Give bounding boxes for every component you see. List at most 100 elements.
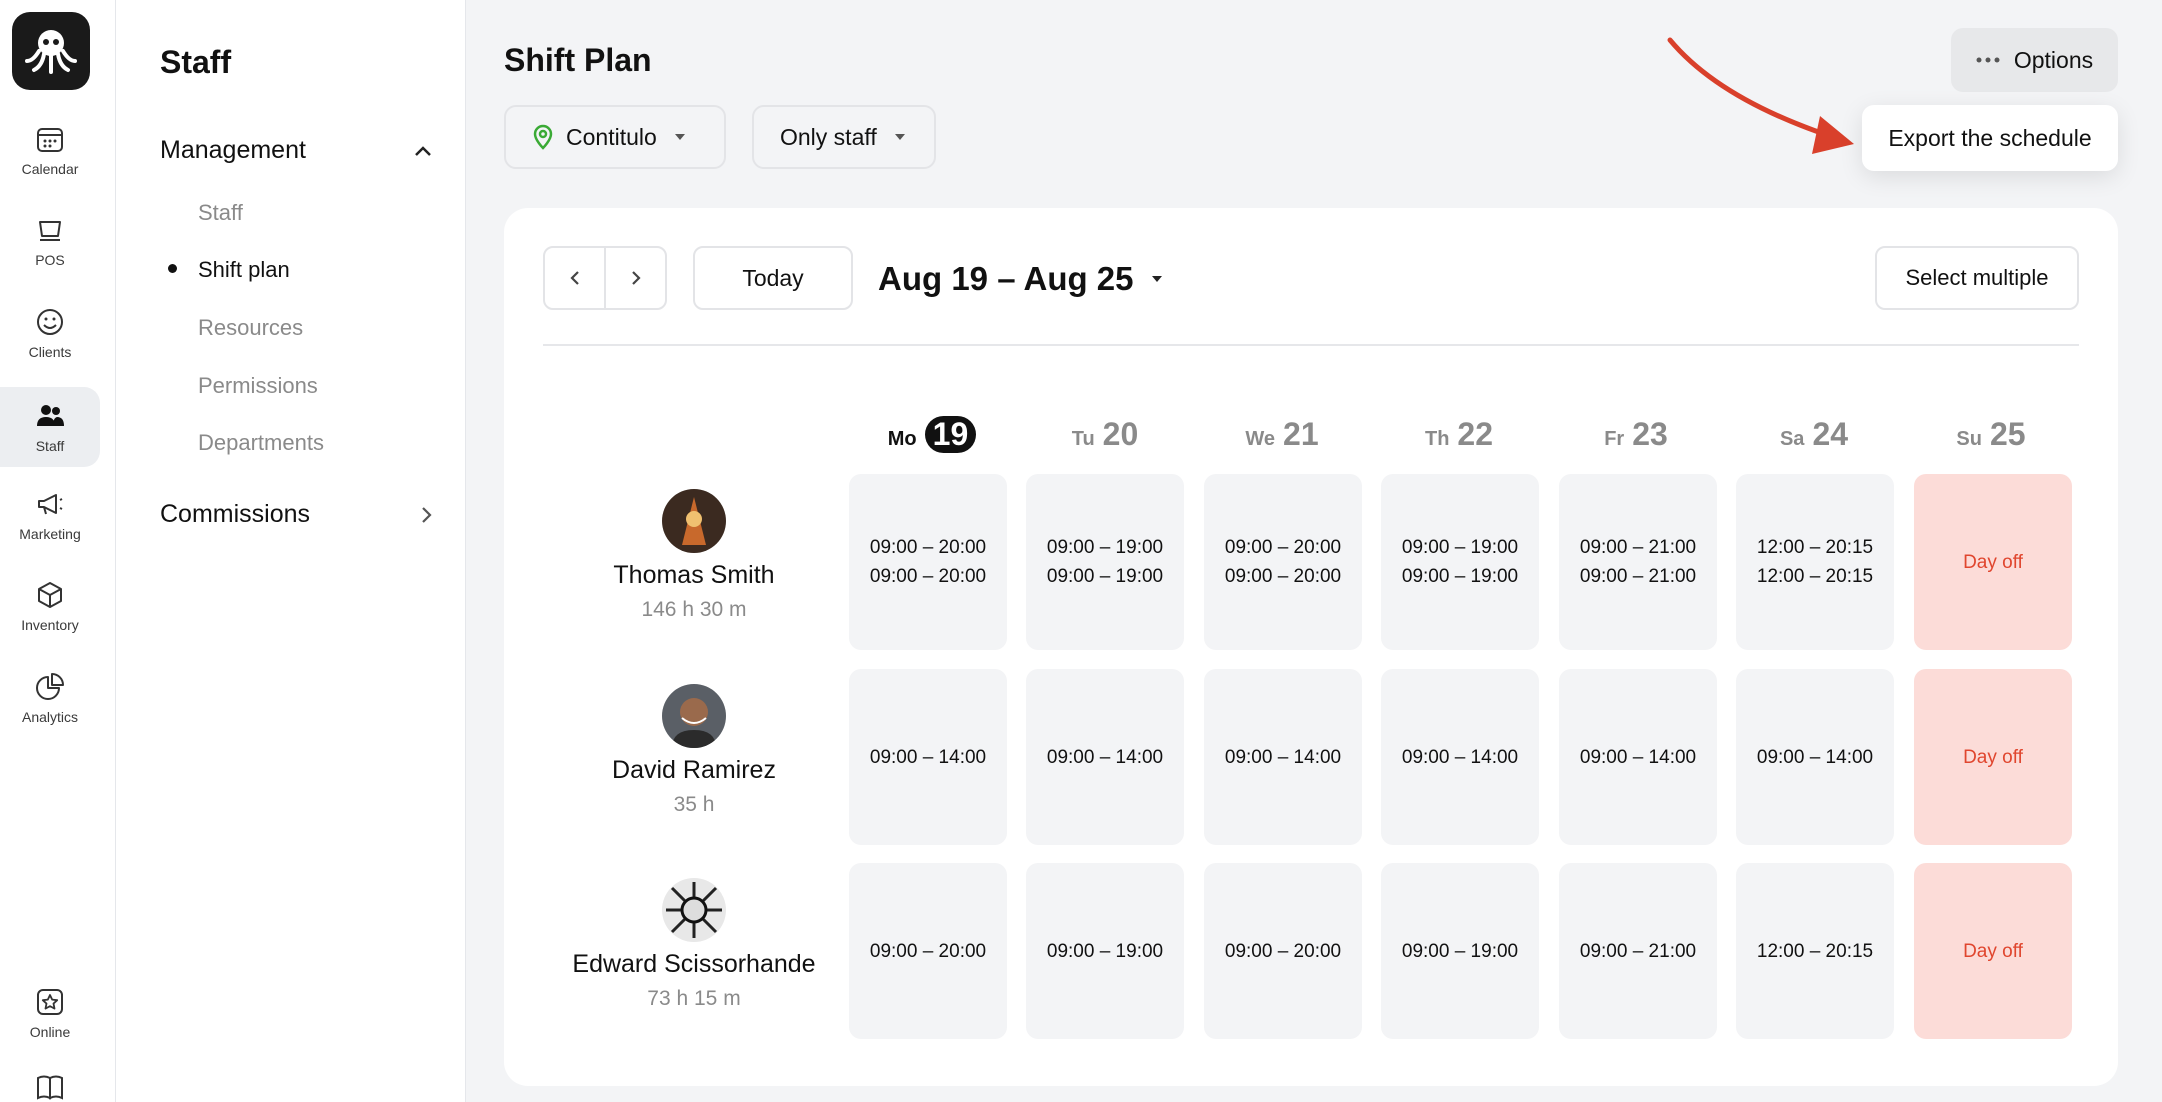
rail-label: Staff — [35, 438, 65, 454]
subnav-item-resources[interactable]: Resources — [198, 315, 304, 340]
shift-cell[interactable]: 09:00 – 14:00 — [1026, 669, 1184, 845]
shift-time: 09:00 – 19:00 — [1401, 566, 1519, 587]
day-number: 23 — [1632, 416, 1668, 452]
rail-item-pos[interactable]: POS — [0, 201, 100, 281]
day-off-cell[interactable]: Day off — [1914, 863, 2072, 1039]
pie-chart-icon — [36, 673, 64, 700]
smile-icon — [37, 309, 63, 335]
shift-time: 09:00 – 19:00 — [1046, 940, 1164, 962]
location-pin-icon — [533, 124, 553, 150]
rail-item-staff[interactable]: Staff — [0, 387, 100, 467]
employee-row-header[interactable]: David Ramirez 35 h — [544, 684, 844, 817]
next-week-button[interactable] — [604, 248, 665, 308]
location-select[interactable]: Contitulo — [504, 105, 726, 169]
shift-time: 09:00 – 20:00 — [869, 566, 987, 587]
shift-time: 09:00 – 19:00 — [1401, 537, 1519, 558]
shift-cell[interactable]: 12:00 – 20:15 — [1736, 863, 1894, 1039]
rail-item-inventory[interactable]: Inventory — [0, 566, 100, 646]
subnav-item-departments[interactable]: Departments — [198, 430, 324, 455]
rail-label: Calendar — [21, 161, 79, 177]
shift-cell[interactable]: 09:00 – 19:00 — [1026, 863, 1184, 1039]
shift-time: 09:00 – 20:00 — [1224, 940, 1342, 962]
rail-item-marketing[interactable]: Marketing — [0, 475, 100, 555]
shift-cell[interactable]: 09:00 – 20:00 — [1204, 863, 1362, 1039]
book-icon — [37, 1075, 63, 1100]
commissions-section-toggle[interactable]: Commissions — [160, 500, 432, 529]
avatar — [662, 489, 726, 553]
subnav-item-permissions[interactable]: Permissions — [198, 373, 318, 398]
rail-item-online[interactable]: Online — [0, 973, 100, 1053]
subnav-item-shift-plan[interactable]: Shift plan — [198, 257, 290, 282]
day-off-label: Day off — [1963, 746, 2023, 768]
rail-label: Online — [29, 1024, 71, 1040]
megaphone-icon — [38, 494, 63, 515]
day-name: Sa — [1779, 428, 1805, 450]
caret-down-icon — [674, 134, 685, 140]
shift-cell[interactable]: 09:00 – 14:00 — [1736, 669, 1894, 845]
shift-cell[interactable]: 09:00 – 14:00 — [1559, 669, 1717, 845]
management-section-toggle[interactable]: Management — [160, 136, 432, 165]
shift-cell[interactable]: 09:00 – 20:00 — [849, 863, 1007, 1039]
caret-down-icon — [894, 134, 905, 140]
shift-time: 12:00 – 20:15 — [1756, 566, 1874, 587]
avatar — [662, 684, 726, 748]
section-label: Management — [160, 136, 306, 164]
octopus-logo-icon[interactable] — [12, 12, 90, 90]
shift-time: 12:00 – 20:15 — [1756, 940, 1874, 962]
location-value: Contitulo — [566, 123, 657, 150]
shift-cell[interactable]: 09:00 – 14:00 — [849, 669, 1007, 845]
day-off-cell[interactable]: Day off — [1914, 669, 2072, 845]
date-range-picker[interactable]: Aug 19 – Aug 25 — [878, 260, 1162, 298]
day-number: 20 — [1102, 416, 1139, 452]
shift-cell[interactable]: 12:00 – 20:15 12:00 – 20:15 — [1736, 474, 1894, 650]
rail-label: POS — [35, 252, 65, 268]
shift-cell[interactable]: 09:00 – 20:00 09:00 – 20:00 — [849, 474, 1007, 650]
employee-hours: 146 h 30 m — [641, 598, 747, 621]
subnav-item-staff[interactable]: Staff — [198, 200, 243, 225]
staff-subnav: Staff Management Staff Shift plan Resour… — [116, 0, 466, 1102]
day-name: We — [1245, 428, 1276, 450]
shift-time: 09:00 – 20:00 — [1224, 566, 1342, 587]
shift-cell[interactable]: 09:00 – 21:00 — [1559, 863, 1717, 1039]
employee-name: Edward Scissorhande — [572, 950, 816, 978]
options-label: Options — [2013, 46, 2094, 73]
shift-time: 09:00 – 19:00 — [1046, 537, 1164, 558]
shift-cell[interactable]: 09:00 – 19:00 09:00 – 19:00 — [1026, 474, 1184, 650]
rail-item-analytics[interactable]: Analytics — [0, 658, 100, 738]
prev-week-button[interactable] — [545, 248, 604, 308]
today-button[interactable]: Today — [693, 246, 853, 310]
day-off-cell[interactable]: Day off — [1914, 474, 2072, 650]
shift-cell[interactable]: 09:00 – 21:00 09:00 – 21:00 — [1559, 474, 1717, 650]
shift-time: 09:00 – 14:00 — [1756, 746, 1874, 768]
day-name: Fr — [1604, 428, 1625, 450]
rail-item-calendar[interactable]: Calendar — [0, 110, 100, 190]
app-rail: Calendar POS Clients Staff Marketing Inv… — [0, 0, 116, 1102]
rail-item-more[interactable] — [0, 1070, 100, 1102]
staff-filter-select[interactable]: Only staff — [752, 105, 936, 169]
day-header-we: We 21 — [1202, 416, 1362, 453]
shift-cell[interactable]: 09:00 – 19:00 — [1381, 863, 1539, 1039]
select-multiple-button[interactable]: Select multiple — [1875, 246, 2079, 310]
shift-cell[interactable]: 09:00 – 20:00 09:00 – 20:00 — [1204, 474, 1362, 650]
export-schedule-menu-item[interactable]: Export the schedule — [1862, 105, 2118, 171]
shift-cell[interactable]: 09:00 – 19:00 09:00 – 19:00 — [1381, 474, 1539, 650]
day-header-mo: Mo 19 — [852, 416, 1012, 453]
more-dots-icon — [1976, 57, 2000, 63]
shift-time: 09:00 – 14:00 — [1046, 746, 1164, 768]
employee-row-header[interactable]: Thomas Smith 146 h 30 m — [544, 489, 844, 622]
shift-cell[interactable]: 09:00 – 14:00 — [1204, 669, 1362, 845]
options-button[interactable]: Options — [1951, 28, 2118, 92]
day-number: 19 — [924, 416, 977, 453]
day-name: Tu — [1071, 428, 1095, 450]
pos-icon — [39, 221, 61, 241]
shift-cell[interactable]: 09:00 – 14:00 — [1381, 669, 1539, 845]
day-header-tu: Tu 20 — [1025, 416, 1185, 453]
shift-time: 09:00 – 19:00 — [1401, 940, 1519, 962]
day-off-label: Day off — [1963, 551, 2023, 573]
day-number: 25 — [1989, 416, 2026, 452]
chevron-left-icon — [569, 271, 579, 285]
shift-time: 09:00 – 20:00 — [869, 537, 987, 558]
day-header-sa: Sa 24 — [1734, 416, 1894, 453]
rail-item-clients[interactable]: Clients — [0, 293, 100, 373]
employee-row-header[interactable]: Edward Scissorhande 73 h 15 m — [544, 878, 844, 1011]
